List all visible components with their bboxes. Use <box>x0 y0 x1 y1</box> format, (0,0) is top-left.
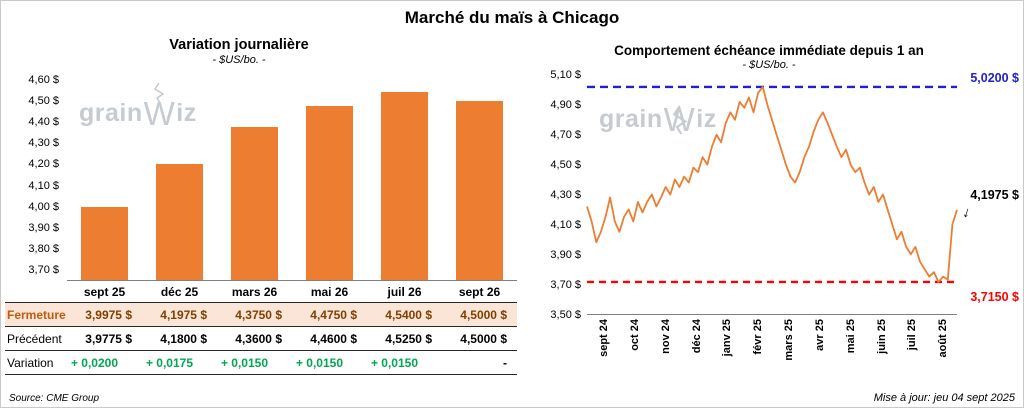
bar-column <box>442 69 517 280</box>
y-tick-label: 4,40 $ <box>28 116 59 128</box>
y-tick-label: 3,90 $ <box>550 249 581 261</box>
line-chart-subtitle: - $US/bo. - <box>742 59 796 71</box>
y-tick-label: 4,10 $ <box>550 219 581 231</box>
table-cell: - <box>503 355 507 370</box>
table-cell: 4,1800 $ <box>160 331 207 346</box>
month-label: mars 25 <box>783 319 795 361</box>
bar <box>231 127 278 280</box>
month-label: févr 25 <box>752 319 765 355</box>
y-tick-label: 4,60 $ <box>28 73 59 86</box>
bar-chart-title: Variation journalière <box>169 37 309 53</box>
month-label: déc 24 <box>690 319 703 354</box>
table-row: Précédent 3,9775 $ 4,1800 $ 4,3600 $ 4,4600 … <box>5 326 517 350</box>
line-chart-title: Comportement échéance immédiate depuis 1… <box>614 43 924 58</box>
one-year-panel: Comportement échéance immédiate depuis 1… <box>541 43 1021 381</box>
line-value-labels: 5,0200 $ 4,1975 $ ↓ 3,7150 $ <box>957 71 1021 315</box>
table-cell: + 0,0175 <box>145 355 193 370</box>
month-label: mars 26 <box>231 285 278 299</box>
last-value-label: 4,1975 $ <box>970 188 1019 203</box>
table-cell: + 0,0150 <box>295 355 343 370</box>
bar <box>306 105 353 280</box>
y-tick-label: 4,50 $ <box>28 94 59 107</box>
y-tick-label: 4,30 $ <box>28 137 59 150</box>
last-value-arrow-icon: ↓ <box>960 203 973 223</box>
y-tick-label: 4,30 $ <box>550 189 581 201</box>
y-tick-label: 4,20 $ <box>28 158 59 171</box>
y-tick-label: 4,10 $ <box>28 179 59 192</box>
bar <box>456 100 503 280</box>
bar <box>381 92 428 280</box>
y-tick-label: 4,90 $ <box>550 99 581 111</box>
month-label: sept 25 <box>83 285 126 299</box>
line-y-axis: 5,10 $ 4,90 $ 4,70 $ 4,50 $ 4,30 $ 4,10 $ 3,90… <box>541 69 587 321</box>
row-label: Fermeture <box>7 307 66 322</box>
source-note: Source: CME Group <box>9 393 100 404</box>
month-label: mai 26 <box>310 285 349 299</box>
min-value-label: 3,7150 $ <box>970 289 1019 304</box>
y-tick-label: 4,00 $ <box>28 200 59 213</box>
bar-chart-subtitle: - $US/bo. - <box>212 54 266 66</box>
bar-column <box>367 69 442 280</box>
month-label: mai 25 <box>844 319 857 354</box>
bar-chart-body: 4,60 $ 4,50 $ 4,40 $ 4,30 $ 4,20 $ 4,10 $ 4,00… <box>5 69 517 281</box>
max-value-label: 5,0200 $ <box>970 71 1019 85</box>
table-cell: 4,4600 $ <box>310 331 357 346</box>
price-table: Fermeture 3,9975 $ 4,1975 $ 4,3750 $ 4,4750 … <box>5 302 517 375</box>
bar-column <box>217 69 292 280</box>
y-tick-label: 4,50 $ <box>550 159 581 171</box>
table-cell: 4,5000 $ <box>460 307 507 322</box>
line-chart-body: 5,10 $ 4,90 $ 4,70 $ 4,50 $ 4,30 $ 4,10 $ 3,90… <box>541 69 1021 321</box>
month-label: juil 25 <box>906 319 919 351</box>
bar-column <box>67 69 142 280</box>
month-label: avr 25 <box>813 319 826 351</box>
month-label: juin 25 <box>875 319 888 354</box>
table-cell: 4,5400 $ <box>385 307 432 322</box>
y-tick-label: 4,70 $ <box>550 129 581 141</box>
table-cell: + 0,0150 <box>220 355 268 370</box>
table-row: Variation + 0,0200 + 0,0175 + 0,0150 + 0,015… <box>5 350 517 374</box>
updated-note: Mise à jour: jeu 04 sept 2025 <box>873 392 1015 404</box>
bar-y-axis: 4,60 $ 4,50 $ 4,40 $ 4,30 $ 4,20 $ 4,10 $ 4,00… <box>5 69 67 281</box>
page-title: Marché du maïs à Chicago <box>404 8 620 27</box>
y-tick-label: 5,10 $ <box>550 69 581 81</box>
month-label: sept 24 <box>598 319 610 357</box>
month-label: janv 25 <box>721 319 734 357</box>
bar-column <box>142 69 217 280</box>
daily-variation-panel: Variation journalière - $US/bo. - 4,60 $… <box>5 37 517 375</box>
table-cell: 4,3600 $ <box>235 331 282 346</box>
y-tick-label: 3,50 $ <box>550 309 581 321</box>
table-cell: + 0,0150 <box>370 355 418 370</box>
month-label: déc 25 <box>160 285 199 299</box>
month-label: juil 26 <box>387 285 422 299</box>
y-tick-label: 3,70 $ <box>28 264 59 277</box>
bar <box>156 164 203 280</box>
table-cell: 4,3750 $ <box>235 307 282 322</box>
y-tick-label: 3,90 $ <box>28 222 59 234</box>
price-line <box>586 86 958 283</box>
bar-column <box>292 69 367 280</box>
line-chart-svg <box>586 85 958 284</box>
table-cell: 4,5000 $ <box>460 331 507 346</box>
y-tick-label: 3,70 $ <box>550 279 581 291</box>
y-tick-label: 3,80 $ <box>28 243 59 256</box>
table-cell: + 0,0200 <box>70 355 118 370</box>
row-label: Précédent <box>7 331 62 346</box>
table-cell: 4,5250 $ <box>385 331 432 346</box>
line-x-axis: sept 24 oct 24 nov 24 déc 24 janv 25 févr 25 m… <box>587 315 957 381</box>
table-cell: 4,4750 $ <box>310 307 357 322</box>
table-cell: 4,1975 $ <box>160 307 207 322</box>
table-cell: 3,9775 $ <box>85 331 132 346</box>
bar <box>81 206 128 280</box>
month-label: nov 24 <box>659 319 672 354</box>
table-cell: 3,9975 $ <box>85 307 132 322</box>
table-row: Fermeture 3,9975 $ 4,1975 $ 4,3750 $ 4,4750 … <box>5 302 517 326</box>
month-label: août 25 <box>937 319 950 358</box>
bar-x-axis: sept 25 déc 25 mars 26 mai 26 juil 26 sept 26 <box>67 281 517 302</box>
month-label: oct 24 <box>628 319 641 351</box>
month-label: sept 26 <box>458 285 501 299</box>
row-label: Variation <box>7 355 54 370</box>
